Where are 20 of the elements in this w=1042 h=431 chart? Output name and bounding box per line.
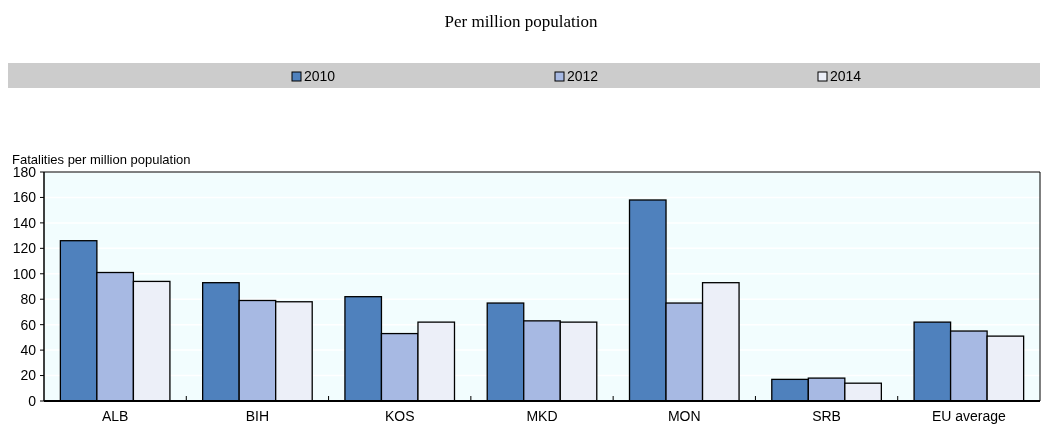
legend-label: 2012 <box>567 68 599 84</box>
y-tick-label: 140 <box>12 214 37 231</box>
chart-title: Per million population <box>444 12 598 31</box>
x-tick-label: KOS <box>384 408 415 424</box>
y-tick-label: 60 <box>20 316 37 333</box>
legend-label: 2010 <box>304 68 336 84</box>
y-tick-label: 80 <box>20 291 37 308</box>
y-tick-label: 100 <box>12 265 37 282</box>
x-tick-label: EU average <box>931 408 1007 424</box>
x-tick-label: BIH <box>245 408 270 424</box>
y-tick-label: 0 <box>28 392 37 409</box>
legend-label: 2014 <box>830 68 862 84</box>
y-tick-label: 160 <box>12 189 37 206</box>
y-tick-label: 120 <box>12 240 37 257</box>
x-tick-label: ALB <box>101 408 129 424</box>
y-tick-label: 20 <box>20 367 37 384</box>
y-tick-label: 40 <box>20 342 37 359</box>
x-tick-label: MKD <box>526 408 558 424</box>
x-tick-label: SRB <box>812 408 841 424</box>
x-tick-label: MON <box>667 408 701 424</box>
